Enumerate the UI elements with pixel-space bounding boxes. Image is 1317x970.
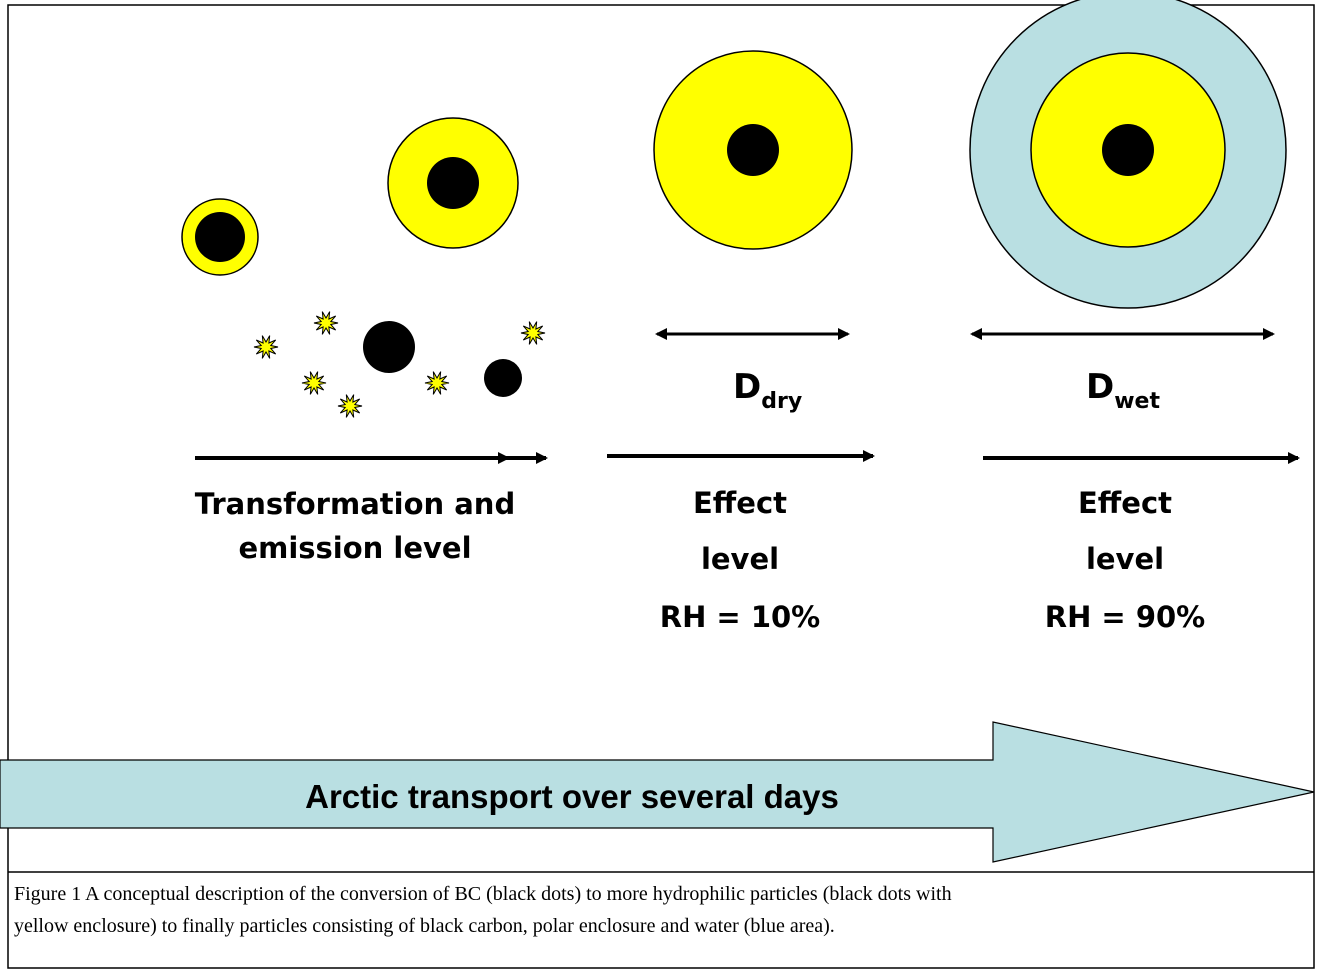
transport-label: Arctic transport over several days: [305, 778, 839, 815]
bc-particle: [484, 359, 522, 397]
dry-particle: [654, 51, 852, 249]
stage-label-line: emission level: [238, 531, 471, 565]
stage-label-line: Transformation and: [195, 487, 515, 521]
medium-coated-particle: [388, 118, 518, 248]
stage-label-line: RH = 90%: [1045, 600, 1206, 634]
stage-label-line: level: [701, 542, 779, 576]
stage-label-line: level: [1086, 542, 1164, 576]
d-wet-main: D: [1086, 367, 1114, 407]
d-dry-main: D: [733, 367, 761, 407]
stage-label-line: Effect: [693, 486, 787, 520]
figure: Ddry Dwet Transformation and emission lev…: [0, 0, 1317, 970]
caption-line: Figure 1 A conceptual description of the…: [14, 883, 952, 905]
d-dry-sub: dry: [761, 389, 802, 414]
small-coated-particle: [182, 199, 258, 275]
bc-particle: [363, 321, 415, 373]
d-wet-sub: wet: [1114, 389, 1160, 414]
stage-label-line: Effect: [1078, 486, 1172, 520]
caption-line: yellow enclosure) to finally particles c…: [14, 915, 835, 937]
stage-label-line: RH = 10%: [660, 600, 821, 634]
wet-particle: [970, 0, 1286, 308]
